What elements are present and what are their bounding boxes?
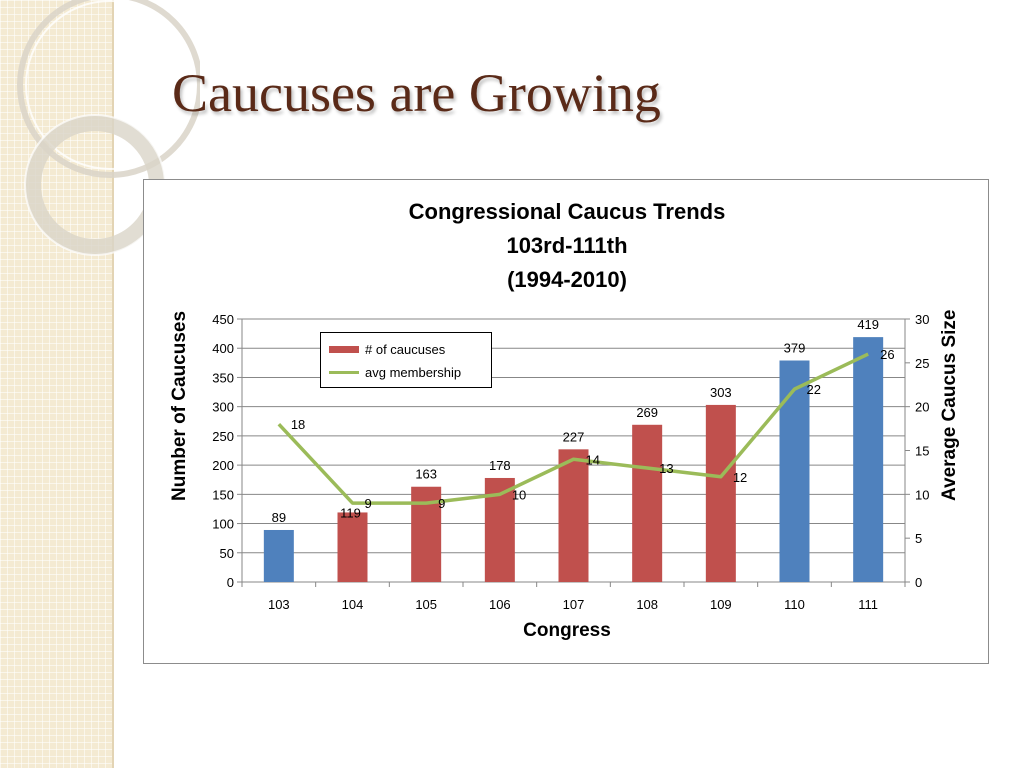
bar-value-label-104: 119 — [340, 505, 361, 520]
bar-108 — [632, 424, 663, 582]
line-value-label-109: 12 — [733, 470, 747, 485]
bar-value-label-108: 269 — [636, 405, 658, 420]
y-tick-label-150: 150 — [212, 487, 234, 502]
line-value-label-106: 10 — [512, 487, 526, 502]
bar-107 — [558, 449, 589, 582]
x-tick-label-108: 108 — [636, 597, 658, 612]
y2-tick-label-15: 15 — [915, 444, 929, 459]
y2-tick-label-30: 30 — [915, 312, 929, 327]
bar-value-label-107: 227 — [563, 429, 585, 444]
bar-109 — [705, 404, 736, 582]
bar-value-label-103: 89 — [272, 510, 286, 525]
bar-value-label-106: 178 — [489, 458, 511, 473]
bar-value-label-105: 163 — [415, 467, 437, 482]
line-value-label-105: 9 — [438, 496, 445, 511]
y2-tick-label-0: 0 — [915, 575, 922, 590]
x-tick-label-110: 110 — [784, 597, 805, 612]
y-tick-label-250: 250 — [212, 429, 234, 444]
x-tick-label-107: 107 — [563, 597, 585, 612]
bar-value-label-109: 303 — [710, 385, 732, 400]
combo-chart: 0 50 100 150 200 250 300 350 400 450 0 5 10 15 20 25 30 1… — [212, 312, 929, 612]
y-tick-label-350: 350 — [212, 370, 234, 385]
y-axis-title: Number of Caucuses — [169, 310, 190, 501]
line-value-label-107: 14 — [586, 452, 600, 467]
y2-tick-label-5: 5 — [915, 531, 922, 546]
line-value-label-104: 9 — [365, 496, 372, 511]
y-tick-label-400: 400 — [212, 341, 234, 356]
chart-legend: # of caucuses avg membership — [320, 332, 492, 388]
x-tick-label-106: 106 — [489, 597, 511, 612]
legend-swatch-bar — [329, 345, 359, 353]
x-tick-label-111: 111 — [858, 597, 878, 612]
bar-110 — [779, 360, 810, 582]
y-tick-label-50: 50 — [220, 546, 234, 561]
y-tick-label-0: 0 — [227, 575, 234, 590]
legend-item-membership: avg membership — [329, 363, 461, 381]
x-tick-label-109: 109 — [710, 597, 732, 612]
y-tick-label-300: 300 — [212, 400, 234, 415]
line-value-label-108: 13 — [659, 461, 673, 476]
x-tick-label-105: 105 — [415, 597, 437, 612]
y-tick-label-200: 200 — [212, 458, 234, 473]
bar-value-label-110: 379 — [784, 340, 806, 355]
legend-item-caucuses: # of caucuses — [329, 340, 445, 358]
y2-tick-label-20: 20 — [915, 400, 929, 415]
line-value-label-103: 18 — [291, 417, 305, 432]
legend-swatch-line — [329, 370, 359, 374]
chart-title-line-3: (1994-2010) — [507, 267, 627, 292]
y2-tick-label-10: 10 — [915, 487, 929, 502]
chart-container: Congressional Caucus Trends 103rd-111th … — [143, 179, 989, 664]
line-value-label-110: 22 — [807, 382, 821, 397]
y2-axis-title: Average Caucus Size — [939, 309, 960, 502]
slide-title: Caucuses are Growing — [172, 63, 661, 123]
line-avg-membership — [277, 352, 869, 505]
x-tick-label-103: 103 — [268, 597, 290, 612]
y-tick-label-100: 100 — [212, 517, 234, 532]
bar-111 — [853, 337, 884, 582]
side-strip-edge — [112, 0, 114, 768]
y2-tick-label-25: 25 — [915, 356, 929, 371]
bar-value-label-111: 419 — [857, 317, 879, 332]
bar-104 — [337, 512, 368, 582]
y-tick-label-450: 450 — [212, 312, 234, 327]
legend-label-membership: avg membership — [365, 364, 462, 380]
legend-label-caucuses: # of caucuses — [365, 341, 446, 357]
x-tick-label-104: 104 — [342, 597, 364, 612]
chart-title-line-2: 103rd-111th — [506, 233, 628, 258]
chart-title-line-1: Congressional Caucus Trends — [408, 199, 726, 224]
bar-103 — [263, 529, 294, 582]
line-value-label-111: 26 — [880, 347, 894, 362]
x-axis-title: Congress — [523, 620, 611, 641]
